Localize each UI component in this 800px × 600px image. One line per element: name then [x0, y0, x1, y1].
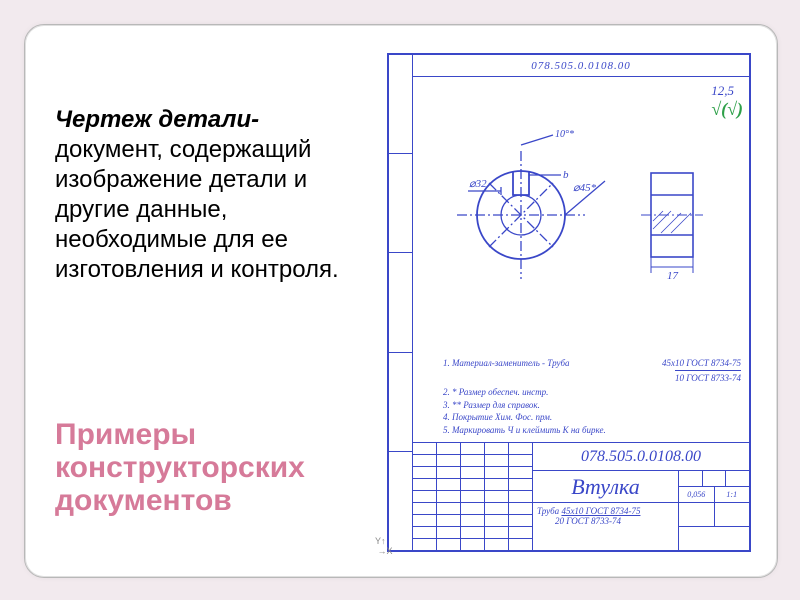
title-part-name: Втулка	[533, 471, 679, 502]
note-2: 2. * Размер обеспеч. инстр.	[443, 386, 741, 399]
subtitle-line-1: Примеры	[55, 418, 395, 451]
title-scale: 1:1	[715, 487, 750, 502]
note-5: 5. Маркировать Ч и клеймить К на бирке.	[443, 424, 741, 437]
surface-roughness: 12,5 √(√)	[711, 83, 743, 120]
dim-45: ⌀45*	[573, 182, 597, 194]
note-3: 3. ** Размер для справок.	[443, 399, 741, 412]
dim-32: ⌀32	[469, 178, 487, 190]
dim-angle: 10°*	[555, 129, 574, 140]
side-view: 17	[631, 117, 731, 317]
technical-drawing: 078.505.0.0108.00 12,5 √(√)	[387, 53, 751, 552]
note-1-mat2: 10 ГОСТ 8733-74	[675, 370, 741, 385]
title-mat2: 20 ГОСТ 8733-74	[555, 516, 621, 526]
note-4: 4. Покрытие Хим. Фос. прм.	[443, 411, 741, 424]
title-mat1: 45х10 ГОСТ 8734-75	[561, 506, 640, 516]
subtitle-line-3: документов	[55, 484, 395, 517]
subtitle: Примеры конструкторских документов	[55, 418, 395, 517]
technical-notes: 1. Материал-заменитель - Труба 45х10 ГОС…	[443, 357, 741, 437]
front-view: ⌀32 ⌀45* 10°* b	[413, 95, 633, 325]
title-material: Труба 45х10 ГОСТ 8734-75 20 ГОСТ 8733-74	[533, 503, 679, 550]
title-mat-lead: Труба	[537, 506, 561, 516]
title-block: 078.505.0.0108.00 Втулка 0,0561:1 Труба	[413, 442, 749, 550]
lead-term: Чертеж детали-	[55, 106, 259, 133]
axis-marker: Y↑ →X	[375, 536, 393, 556]
note-1-lead: 1. Материал-заменитель - Труба	[443, 357, 569, 370]
roughness-symbol: √(√)	[711, 99, 743, 119]
lead-definition: документ, содержащий изображение детали …	[55, 136, 339, 283]
doc-number-top: 078.505.0.0108.00	[413, 55, 749, 77]
binding-margin	[389, 55, 413, 550]
note-1-mat1: 45х10 ГОСТ 8734-75	[662, 358, 741, 368]
title-doc-number: 078.505.0.0108.00	[533, 443, 749, 471]
slide-page: Чертеж детали- документ, содержащий изоб…	[0, 0, 800, 600]
content-panel: Чертеж детали- документ, содержащий изоб…	[24, 24, 778, 578]
drawing-sheet: 12,5 √(√)	[413, 77, 749, 550]
dim-key: b	[563, 169, 569, 181]
title-mass: 0,056	[679, 487, 715, 502]
lead-paragraph: Чертеж детали- документ, содержащий изоб…	[55, 105, 375, 285]
roughness-value: 12,5	[711, 83, 734, 98]
subtitle-line-2: конструкторских	[55, 451, 395, 484]
title-block-revisions	[413, 443, 533, 550]
dim-17: 17	[667, 270, 679, 282]
